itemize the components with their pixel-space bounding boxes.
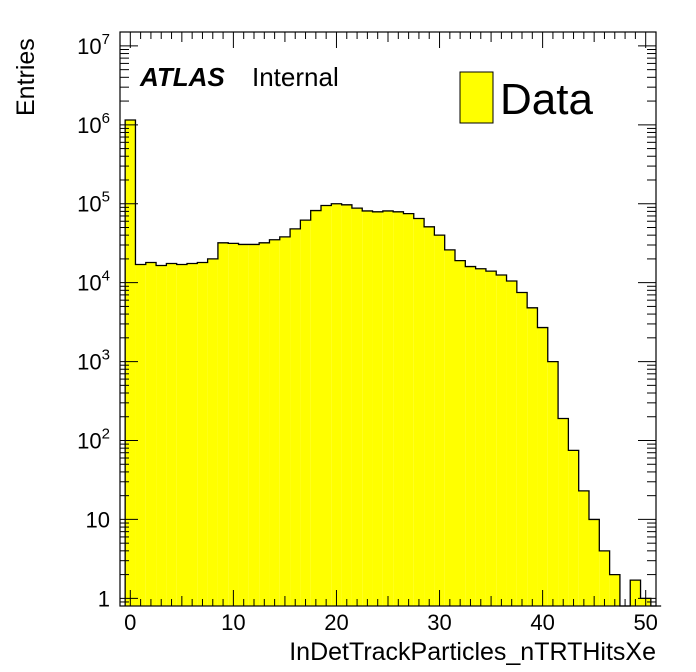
histogram-bin	[527, 307, 538, 606]
x-axis-ticks	[119, 32, 657, 606]
atlas-label-bold: ATLAS	[139, 62, 225, 92]
histogram-bin	[331, 203, 342, 607]
histogram-bin	[259, 242, 270, 607]
histogram-bin	[516, 292, 528, 606]
histogram-bin	[444, 249, 455, 606]
histogram-outline	[124, 119, 662, 607]
y-tick-label: 107	[77, 31, 110, 59]
y-tick-label: 104	[77, 268, 110, 296]
y-tick-label: 10	[86, 507, 110, 532]
histogram-bin	[599, 550, 610, 606]
histogram-bin	[187, 263, 198, 606]
histogram-bin	[496, 275, 507, 606]
histogram-bin	[238, 244, 249, 606]
y-tick-label: 102	[77, 426, 110, 454]
histogram-bin	[279, 236, 291, 606]
histogram-bin	[424, 226, 435, 607]
histogram-bin	[434, 235, 445, 606]
histogram-bin	[558, 418, 569, 606]
x-tick-label: 0	[124, 610, 136, 635]
histogram-bars	[124, 119, 662, 607]
histogram-bin	[197, 262, 208, 606]
legend-entry-data: Data	[500, 75, 593, 124]
histogram-bin	[382, 210, 394, 606]
histogram-bin	[362, 210, 373, 606]
histogram-bin	[166, 263, 177, 606]
histogram-bin	[341, 204, 352, 607]
histogram-bin	[310, 210, 321, 606]
legend: Data	[459, 71, 593, 124]
histogram-bin	[351, 208, 363, 606]
histogram-bin	[372, 211, 383, 606]
histogram-bin	[609, 574, 620, 606]
y-tick-label: 1	[98, 586, 110, 611]
histogram-bin	[145, 262, 157, 606]
histogram-bin	[413, 218, 425, 607]
histogram-bin	[475, 268, 486, 606]
atlas-label-internal: Internal	[252, 62, 339, 92]
x-tick-label: 20	[324, 610, 348, 635]
y-tick-label: 105	[77, 189, 110, 217]
histogram-bin	[547, 361, 559, 606]
histogram-bin	[228, 243, 239, 606]
histogram-bin	[455, 260, 466, 606]
y-tick-label: 106	[77, 110, 110, 138]
histogram-bin	[506, 280, 517, 606]
histogram-bin	[485, 271, 497, 606]
histogram-bin	[217, 242, 229, 607]
histogram-bin	[300, 220, 311, 606]
atlas-label: ATLAS Internal	[139, 62, 339, 92]
x-axis-title: InDetTrackParticles_nTRTHitsXe	[289, 638, 656, 666]
histogram-bin	[568, 450, 579, 606]
y-tick-label: 103	[77, 347, 110, 375]
histogram-bin	[403, 213, 414, 607]
x-tick-label: 40	[530, 610, 554, 635]
histogram-bin	[269, 239, 280, 606]
histogram-bin	[176, 264, 187, 606]
histogram-bin	[465, 266, 476, 606]
axis-tick-labels: 0 10 20 30 40 50 1 10 102 103 104 105 106 107	[77, 31, 658, 635]
x-tick-label: 50	[633, 610, 657, 635]
histogram-bin	[321, 205, 332, 606]
histogram-bin	[537, 327, 548, 606]
histogram-bin	[393, 211, 404, 606]
histogram-bin	[207, 258, 218, 606]
histogram-bin	[125, 120, 136, 606]
y-axis-title: Entries	[12, 38, 40, 116]
x-tick-label: 10	[221, 610, 245, 635]
histogram-bin	[630, 580, 641, 606]
histogram-bin	[578, 490, 589, 606]
histogram-bin	[290, 228, 301, 606]
histogram-bin	[589, 519, 600, 606]
legend-swatch	[459, 71, 494, 124]
histogram-bin	[156, 265, 167, 606]
x-tick-label: 30	[427, 610, 451, 635]
y-axis-ticks	[120, 45, 656, 607]
histogram-bin	[248, 244, 260, 606]
histogram-bin	[135, 264, 146, 606]
